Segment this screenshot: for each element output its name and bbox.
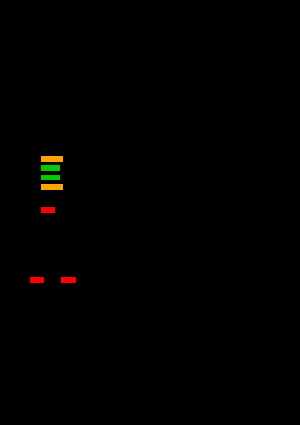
Bar	[40, 156, 63, 162]
Bar	[30, 277, 44, 283]
Bar	[40, 175, 60, 180]
Bar	[61, 277, 76, 283]
Bar	[40, 184, 63, 190]
Bar	[40, 165, 60, 171]
Bar	[40, 207, 55, 212]
